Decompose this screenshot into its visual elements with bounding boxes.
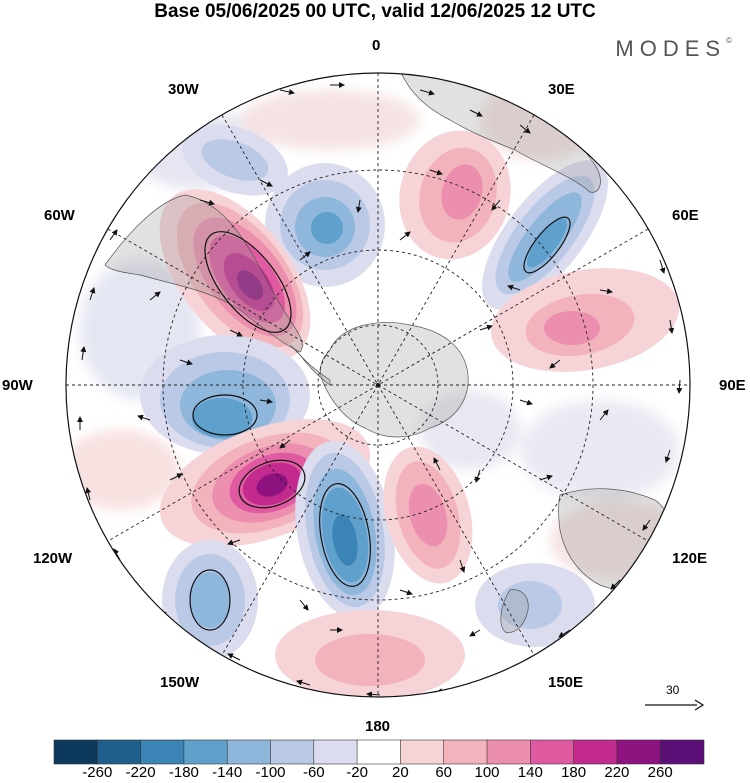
- lon-label-30w: 30W: [168, 81, 199, 98]
- lon-label-120w: 120W: [33, 550, 73, 567]
- colorbar-cell: [400, 739, 445, 765]
- new-zealand: [500, 589, 529, 633]
- colorbar-cell: [53, 739, 99, 765]
- colorbar-cell: [659, 739, 705, 765]
- anomaly-cell-pos-east: [491, 268, 679, 372]
- antarctica: [320, 322, 469, 438]
- reference-vector-arrow: [645, 699, 705, 711]
- lon-label-0: 0: [372, 37, 381, 54]
- colorbar-cells: [53, 739, 705, 765]
- anomaly-cell-neg-north: [265, 163, 385, 287]
- colorbar-cell: [226, 739, 272, 765]
- lon-label-60w: 60W: [44, 207, 75, 224]
- anomaly-cell-neg-east-upper: [482, 160, 608, 310]
- anomaly-cell-pos-west-strong: [159, 189, 311, 361]
- colorbar-tick-label: 140: [517, 764, 543, 781]
- anomaly-cell-neg-southeast: [475, 563, 595, 647]
- graticule: [66, 73, 690, 697]
- brand-mark: ©: [726, 36, 732, 45]
- colorbar-cell: [183, 739, 228, 765]
- lon-label-90w: 90W: [2, 377, 33, 394]
- colorbar-tick-label: 180: [561, 764, 587, 781]
- landmasses: [104, 73, 676, 633]
- colorbar-tick-label: -260: [82, 764, 113, 781]
- colorbar-cell: [140, 739, 185, 765]
- contour-lines: [189, 216, 571, 631]
- colorbar-tick-label: -20: [346, 764, 368, 781]
- anomaly-cell-pos-south: [275, 610, 465, 697]
- anomaly-cell-neg-northwest-1: [182, 124, 288, 196]
- lon-label-180: 180: [365, 718, 391, 735]
- colorbar-tick-label: -100: [255, 764, 286, 781]
- map-title: Base 05/06/2025 00 UTC, valid 12/06/2025…: [154, 1, 596, 22]
- colorbar-tick-label: 220: [604, 764, 630, 781]
- reference-vector-label: 30: [666, 683, 680, 697]
- colorbar-cell: [356, 739, 402, 765]
- lon-label-120e: 120E: [672, 550, 708, 567]
- colorbar-cell: [443, 739, 488, 765]
- colorbar-cell: [486, 739, 532, 765]
- colorbar-cell: [97, 739, 142, 765]
- colorbar-tick-label: 60: [435, 764, 453, 781]
- lon-label-60e: 60E: [672, 207, 699, 224]
- lon-label-30e: 30E: [548, 81, 575, 98]
- colorbar-cell: [529, 739, 575, 765]
- colorbar-tick-label: -220: [125, 764, 156, 781]
- anomaly-cell-pos-south-center: [383, 446, 473, 584]
- lon-label-150e: 150E: [548, 674, 584, 691]
- lon-label-90e: 90E: [719, 377, 746, 394]
- south-pole-marker: [376, 383, 380, 387]
- colorbar-tick-label: -180: [168, 764, 199, 781]
- colorbar-cell: [313, 739, 358, 765]
- brand-logo: MODES©: [615, 36, 732, 62]
- colorbar-tick-label: 100: [474, 764, 500, 781]
- anomaly-cell-neg-southwest-far: [162, 540, 258, 660]
- lon-label-150w: 150W: [160, 674, 200, 691]
- colorbar-tick-label: -140: [212, 764, 243, 781]
- map-disk: [66, 73, 690, 697]
- antarctic-peninsula: [289, 344, 331, 386]
- colorbar-cell: [573, 739, 618, 765]
- colorbar-tick-label: 260: [647, 764, 673, 781]
- map-border: [65, 72, 691, 698]
- south-america: [104, 194, 303, 353]
- colorbar-tick-label: 20: [392, 764, 409, 781]
- colorbar-cell: [270, 739, 315, 765]
- colorbar-tick-label: -60: [302, 764, 325, 781]
- colorbar-cell: [616, 739, 662, 765]
- brand-name: MODES: [615, 36, 727, 61]
